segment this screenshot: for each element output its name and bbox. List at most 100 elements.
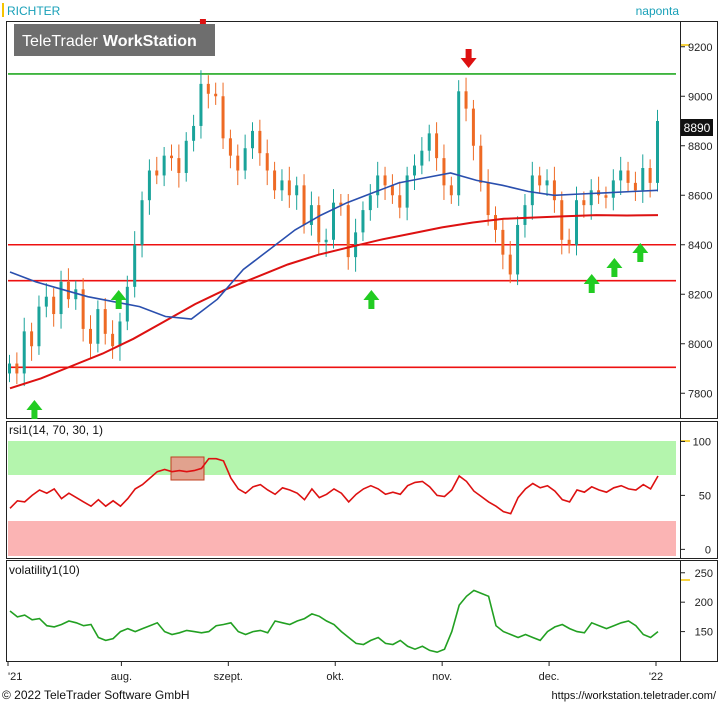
buy-signal-arrow (26, 400, 43, 419)
candle-body (427, 133, 431, 151)
price-tick-label: 8000 (688, 339, 712, 351)
candle-body (398, 195, 402, 208)
candle-body (206, 83, 210, 94)
candle-body (155, 170, 159, 176)
candle-body (641, 168, 645, 191)
candle-body (582, 200, 586, 206)
candlestick-series (8, 70, 659, 387)
candle-body (236, 155, 240, 171)
candle-body (111, 333, 115, 347)
candle-body (295, 185, 299, 196)
candle-body (390, 185, 394, 196)
last-value-label: 8890 (684, 121, 711, 135)
watermark-light: TeleTrader (22, 33, 99, 50)
candle-body (243, 148, 247, 171)
candle-body (74, 289, 78, 300)
x-tick-label: dec. (539, 671, 560, 683)
candle-body (626, 170, 630, 183)
candle-body (633, 182, 637, 191)
rsi-y-ticks: 0 50 100 (680, 436, 711, 556)
candle-body (8, 363, 11, 374)
candle-body (265, 153, 269, 171)
candle-body (457, 91, 461, 196)
candle-body (251, 130, 254, 149)
candle-body (368, 195, 372, 211)
price-tick-label: 9200 (688, 42, 712, 54)
candle-body (538, 175, 542, 186)
candle-body (516, 224, 520, 275)
candle-body (508, 254, 512, 275)
candle-body (523, 205, 527, 225)
candle-body (604, 195, 608, 198)
x-tick-label: szept. (214, 671, 243, 683)
price-y-ticks: 7800 8000 8200 8400 8600 8800 9000 9200 (680, 42, 712, 400)
x-tick-label: okt. (326, 671, 344, 683)
candle-body (413, 165, 416, 176)
horizontal-levels (8, 73, 676, 369)
price-tick-label: 8600 (688, 190, 712, 202)
buy-signal-arrow (363, 290, 380, 309)
rsi-panel-title: rsi1(14, 70, 30, 1) (9, 423, 103, 437)
watermark: TeleTrader WorkStation (22, 33, 197, 50)
rsi-tick-label: 0 (705, 544, 711, 556)
price-tick-label: 8200 (688, 289, 712, 301)
copyright-label: © 2022 TeleTrader Software GmbH (2, 688, 190, 702)
candle-body (383, 175, 387, 186)
x-axis-ticks: '21 aug. szept. okt. nov. dec. '22 (7, 662, 663, 683)
candle-body (302, 185, 306, 225)
candle-body (552, 180, 556, 201)
candle-body (309, 205, 313, 225)
volatility-panel-frame (6, 560, 718, 662)
x-tick-label: aug. (111, 671, 132, 683)
candle-body (545, 180, 549, 186)
candle-body (192, 125, 196, 141)
candle-body (361, 210, 365, 233)
candle-body (560, 200, 564, 240)
price-tick-label: 8400 (688, 240, 712, 252)
rsi-line (9, 457, 659, 515)
candle-body (589, 190, 593, 206)
candle-body (140, 200, 144, 245)
candle-body (273, 170, 277, 191)
candle-body (435, 133, 439, 159)
x-tick-label: '21 (8, 671, 22, 683)
buy-signal-arrow (583, 274, 600, 293)
candle-body (471, 108, 475, 146)
candle-body (103, 309, 107, 334)
candle-body (648, 168, 652, 183)
candle-body (184, 140, 188, 173)
candle-body (494, 215, 497, 230)
rsi-oversold-zone (8, 521, 676, 556)
candle-body (656, 121, 659, 183)
candle-body (147, 170, 151, 201)
price-tick-label: 7800 (688, 388, 712, 400)
candle-body (37, 306, 41, 347)
candle-body (317, 205, 321, 243)
rsi-highlight-box (170, 456, 205, 481)
candle-body (52, 296, 56, 315)
candle-body (228, 138, 232, 156)
volatility-tick-label: 250 (695, 568, 713, 580)
period-label: naponta (636, 4, 680, 18)
candle-body (59, 281, 63, 315)
candle-body (530, 175, 534, 206)
candle-body (479, 145, 483, 183)
x-tick-label: nov. (432, 671, 452, 683)
symbol-accent (2, 3, 4, 17)
candle-body (332, 202, 335, 240)
volatility-tick-label: 150 (695, 627, 713, 639)
candle-body (567, 239, 571, 245)
volatility-tick-label: 200 (695, 597, 713, 609)
volatility-y-ticks: 150 200 250 (680, 568, 713, 639)
candle-body (449, 185, 453, 196)
candle-body (199, 83, 203, 126)
candle-body (420, 150, 424, 166)
candle-body (162, 155, 166, 176)
candle-body (376, 175, 380, 196)
candle-body (177, 158, 181, 173)
candle-body (611, 180, 615, 198)
x-tick-label: '22 (649, 671, 663, 683)
volatility-panel-title: volatility1(10) (9, 563, 80, 577)
ma-slow-line (9, 214, 659, 390)
